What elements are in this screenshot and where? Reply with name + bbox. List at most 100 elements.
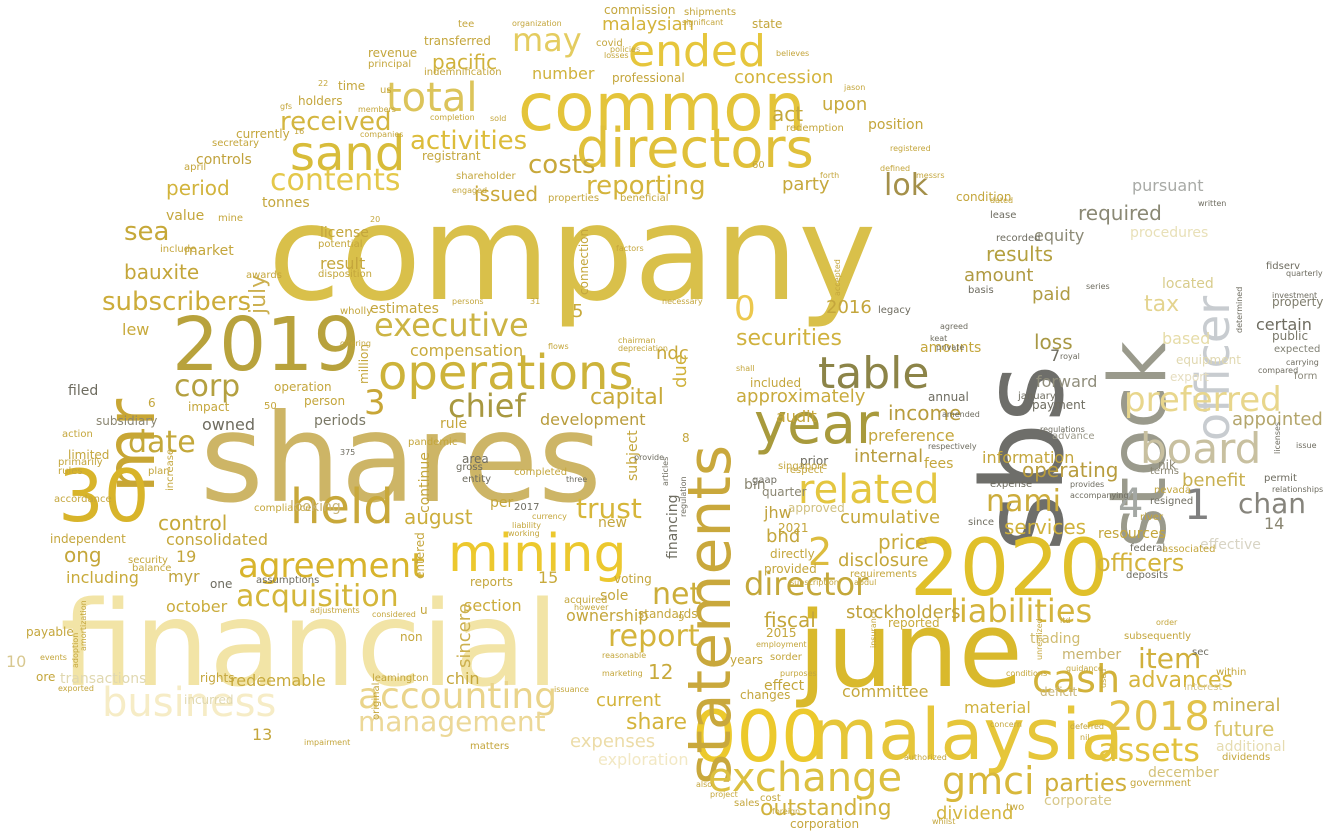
word-cloud-word: marketing: [602, 669, 643, 678]
word-cloud-word: redeemable: [230, 671, 326, 690]
word-cloud-word: continue: [417, 452, 433, 513]
word-cloud-word: assumptions: [256, 575, 320, 586]
word-cloud-word: trading: [1030, 631, 1081, 647]
word-cloud-word: time: [338, 79, 366, 93]
word-cloud-word: chairman: [618, 336, 656, 345]
word-cloud-word: due: [670, 354, 691, 388]
word-cloud-word: members: [358, 105, 396, 114]
word-cloud-word: also: [696, 780, 713, 789]
word-cloud-word: section: [464, 596, 522, 615]
word-cloud-word: gfs: [280, 102, 293, 111]
word-cloud-word: bin: [744, 477, 766, 493]
word-cloud-word: 20: [370, 215, 381, 224]
word-cloud-word: issuance: [554, 685, 589, 694]
word-cloud-word: ore: [36, 670, 56, 684]
word-cloud-word: original: [371, 682, 382, 720]
word-cloud-word: activities: [410, 126, 528, 156]
word-cloud-word: development: [540, 410, 646, 429]
word-cloud-word: subsequently: [1124, 631, 1192, 642]
word-cloud-word: tax: [1144, 292, 1180, 317]
word-cloud-word: committee: [842, 682, 929, 701]
word-cloud-word: information: [982, 448, 1075, 467]
word-cloud-word: provided: [764, 562, 817, 576]
word-cloud-word: agreed: [940, 322, 969, 331]
word-cloud-word: us: [380, 85, 392, 96]
word-cloud-word: operation: [274, 380, 332, 394]
word-cloud-word: accepted: [833, 259, 842, 296]
word-cloud-word: u: [420, 603, 428, 617]
word-cloud-word: holders: [298, 94, 343, 108]
word-cloud-word: primarily: [58, 457, 103, 468]
word-cloud-word: 22: [318, 79, 329, 88]
word-cloud-word: balance: [132, 563, 172, 574]
word-cloud-word: costs: [528, 150, 596, 180]
word-cloud-word: equity: [1034, 226, 1085, 245]
word-cloud-word: public: [1272, 329, 1309, 343]
word-cloud-word: private: [936, 343, 965, 352]
word-cloud-word: amended: [942, 410, 980, 419]
word-cloud-word: share: [626, 710, 687, 735]
word-cloud-word: disclosure: [838, 550, 929, 571]
word-cloud-word: unrealized: [1035, 618, 1044, 660]
word-cloud-word: provide: [634, 453, 665, 462]
word-cloud-word: rule: [440, 416, 468, 432]
word-cloud-word: reporting: [586, 171, 706, 201]
word-cloud-word: forth: [820, 171, 840, 180]
word-cloud-word: dated: [990, 196, 1014, 205]
word-cloud-word: wholly: [340, 306, 373, 317]
word-cloud-word: act: [772, 102, 804, 126]
word-cloud-word: may: [512, 21, 582, 59]
word-cloud-word: export: [1170, 370, 1209, 384]
word-cloud-word: redemption: [786, 123, 844, 134]
word-cloud-word: ended: [628, 26, 766, 77]
word-cloud-word: principal: [368, 59, 412, 70]
word-cloud-word: 4: [1118, 481, 1144, 527]
word-cloud-word: secretary: [212, 138, 259, 149]
word-cloud-word: period: [166, 176, 230, 200]
word-cloud-word: organization: [512, 19, 562, 28]
word-cloud-word: party: [782, 174, 830, 195]
word-cloud-word: fidserv: [1266, 261, 1301, 272]
word-cloud-word: adoption: [71, 632, 80, 668]
word-cloud-word: changes: [740, 688, 791, 702]
word-cloud-word: results: [986, 242, 1054, 266]
word-cloud-word: tee: [458, 19, 475, 30]
word-cloud-word: offering: [340, 339, 371, 348]
word-cloud-word: depreciation: [618, 344, 668, 353]
word-cloud-word: included: [750, 376, 802, 390]
word-cloud-word: 10: [6, 652, 27, 671]
word-cloud-word: income: [888, 401, 962, 425]
word-cloud-word: loss: [1034, 330, 1073, 354]
word-cloud-word: august: [404, 505, 473, 529]
word-cloud-word: keat: [930, 334, 948, 343]
word-cloud-word: appointed: [1232, 409, 1323, 430]
word-cloud-word: 2019: [172, 302, 361, 388]
word-cloud-word: exploration: [598, 750, 689, 769]
word-cloud-word: 2017: [514, 502, 540, 513]
word-cloud-word: trust: [576, 492, 642, 525]
word-cloud-word: 13: [252, 725, 273, 744]
word-cloud-word: position: [868, 117, 924, 133]
word-cloud-word: since: [968, 517, 994, 528]
word-cloud-word: subscription: [790, 578, 839, 587]
word-cloud-word: license: [320, 225, 369, 241]
word-cloud-word: issue: [1296, 441, 1317, 450]
word-cloud-word: pandemic: [408, 437, 458, 448]
word-cloud-word: foreign: [772, 807, 801, 816]
word-cloud-word: purposes: [780, 669, 817, 678]
word-cloud-word: chan: [1238, 487, 1307, 520]
word-cloud-word: adjustments: [310, 606, 360, 615]
word-cloud-word: 6: [148, 396, 156, 410]
word-cloud-word: approximately: [736, 386, 866, 407]
word-cloud-word: person: [304, 394, 346, 408]
word-cloud-word: 14: [1264, 514, 1285, 533]
word-cloud-word: per: [490, 495, 514, 511]
word-cloud-word: area: [462, 452, 489, 466]
word-cloud-word: internal: [854, 446, 924, 467]
word-cloud-word: property: [1272, 295, 1324, 309]
word-cloud-word: 2: [808, 530, 833, 574]
word-cloud-word: 60: [752, 160, 765, 171]
word-cloud-word: regulations: [1040, 425, 1085, 434]
word-cloud-word: policies: [610, 45, 641, 54]
word-cloud-word: project: [710, 790, 738, 799]
